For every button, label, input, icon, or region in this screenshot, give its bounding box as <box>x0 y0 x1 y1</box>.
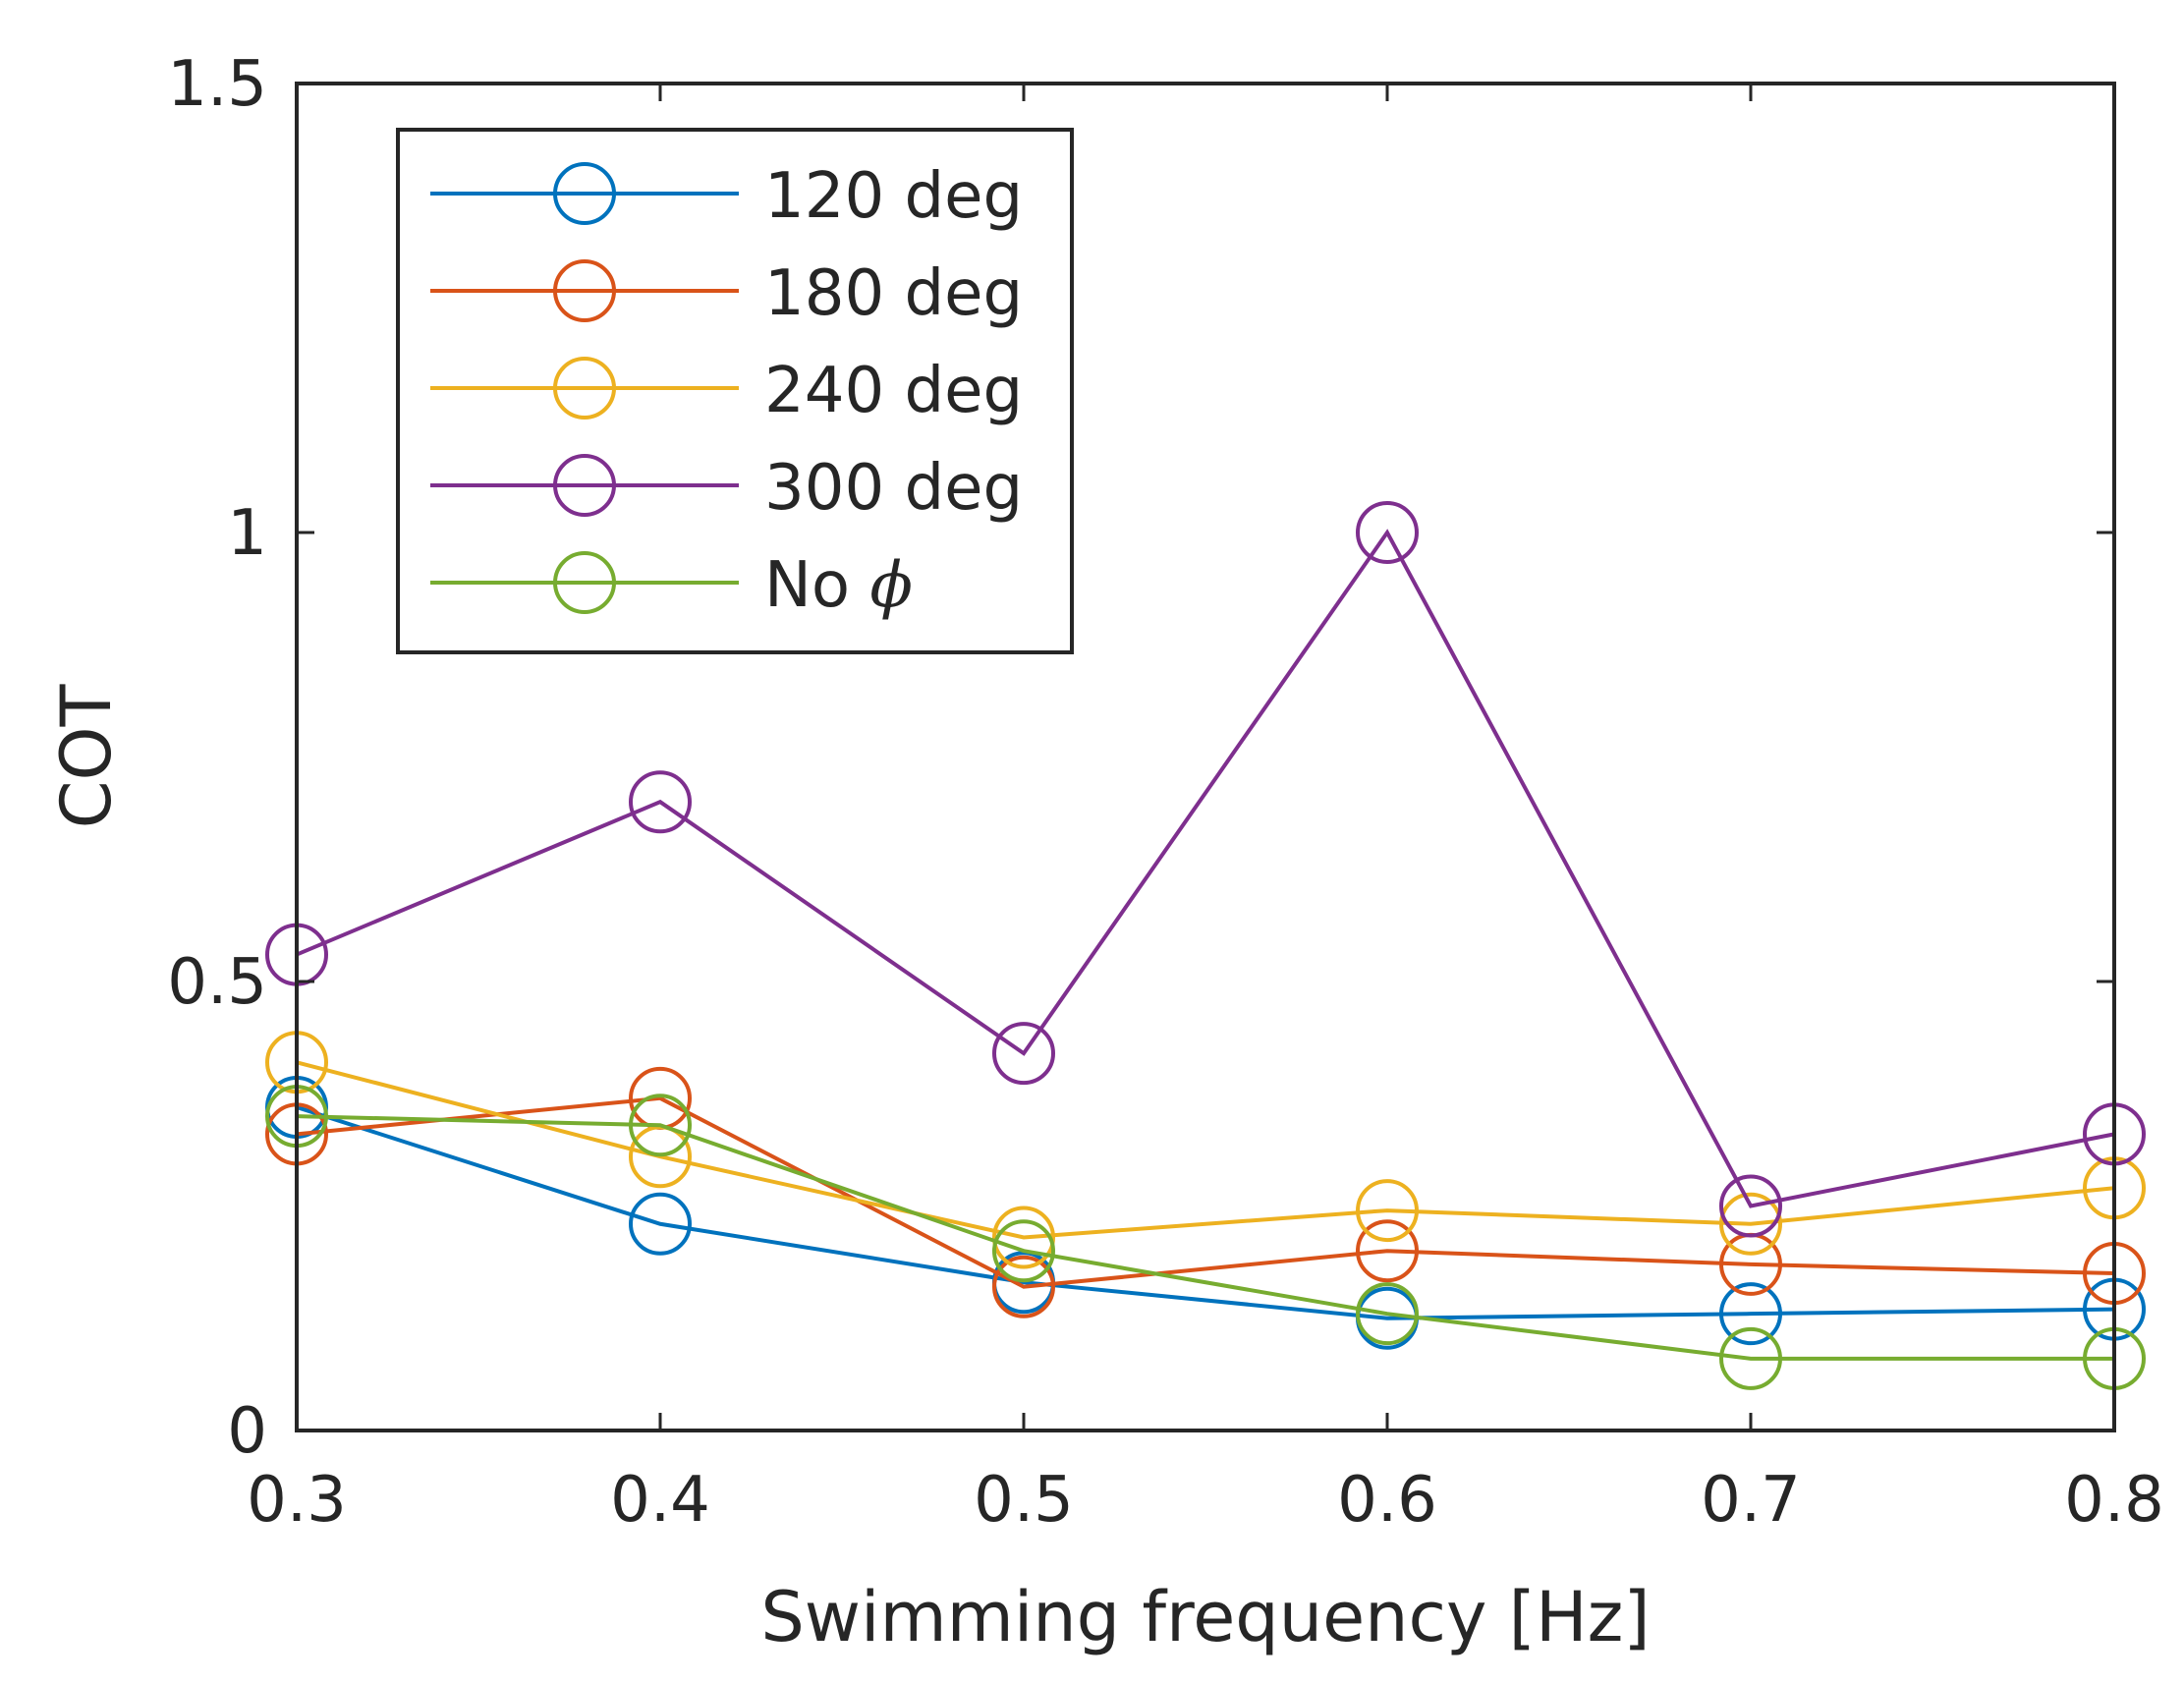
data-point <box>992 1255 1055 1318</box>
legend-label: 240 deg <box>764 355 1023 427</box>
data-point <box>629 770 692 834</box>
data-point <box>1356 1179 1419 1243</box>
legend-box <box>396 128 1074 654</box>
data-point <box>1719 1174 1782 1238</box>
legend-entry: 180 deg <box>430 257 1023 330</box>
data-point <box>992 1219 1055 1283</box>
y-axis-title: COT <box>46 684 127 828</box>
series-line <box>296 529 2115 1208</box>
series-line <box>296 1105 2115 1320</box>
legend-marker <box>553 162 616 225</box>
x-axis-title: Swimming frequency [Hz] <box>760 1577 1650 1657</box>
legend-entry: 300 deg <box>430 452 1023 525</box>
legend-marker <box>553 454 616 517</box>
y-tick-label: 0.5 <box>167 946 267 1019</box>
legend-label: 300 deg <box>764 452 1023 525</box>
legend-entry: 240 deg <box>430 355 1023 427</box>
data-point <box>1356 1282 1419 1346</box>
legend-marker <box>553 551 616 614</box>
data-point <box>1719 1326 1782 1390</box>
series-line <box>296 1114 2114 1361</box>
data-point <box>992 1022 1055 1086</box>
tick-layer <box>295 82 2116 1432</box>
phi-symbol: ϕ <box>869 549 913 622</box>
legend-entry: No ϕ <box>430 549 913 622</box>
series-line <box>296 1095 2115 1289</box>
x-tick-label: 0.6 <box>1337 1464 1437 1537</box>
legend-entry: 120 deg <box>430 160 1023 233</box>
legend-label: 120 deg <box>764 160 1023 233</box>
y-tick-label: 1.5 <box>167 48 267 121</box>
data-point <box>1719 1192 1782 1256</box>
data-point <box>1719 1282 1782 1346</box>
x-tick-label: 0.8 <box>2064 1464 2164 1537</box>
data-point <box>1356 501 1419 564</box>
plot-frame <box>295 82 2116 1432</box>
data-point <box>629 1094 692 1157</box>
legend-marker <box>553 259 616 322</box>
legend-label: No ϕ <box>764 549 913 622</box>
data-point <box>1356 1219 1419 1283</box>
y-tick-label: 1 <box>227 497 267 570</box>
data-point <box>992 1206 1055 1269</box>
x-tick-label: 0.5 <box>974 1464 1074 1537</box>
x-tick-label: 0.3 <box>247 1464 347 1537</box>
y-tick-label: 0 <box>227 1395 267 1468</box>
x-tick-label: 0.7 <box>1701 1464 1801 1537</box>
legend: 120 deg 180 deg 240 deg 300 deg No ϕ <box>396 128 1074 654</box>
data-point <box>629 1192 692 1256</box>
label-layer: 0.3 0.4 0.5 0.6 0.7 0.8 0 0.5 1 1.5 <box>167 48 2164 1537</box>
legend-marker <box>553 357 616 420</box>
x-tick-label: 0.4 <box>610 1464 710 1537</box>
series-line <box>296 1060 2115 1240</box>
legend-label: 180 deg <box>764 257 1023 330</box>
